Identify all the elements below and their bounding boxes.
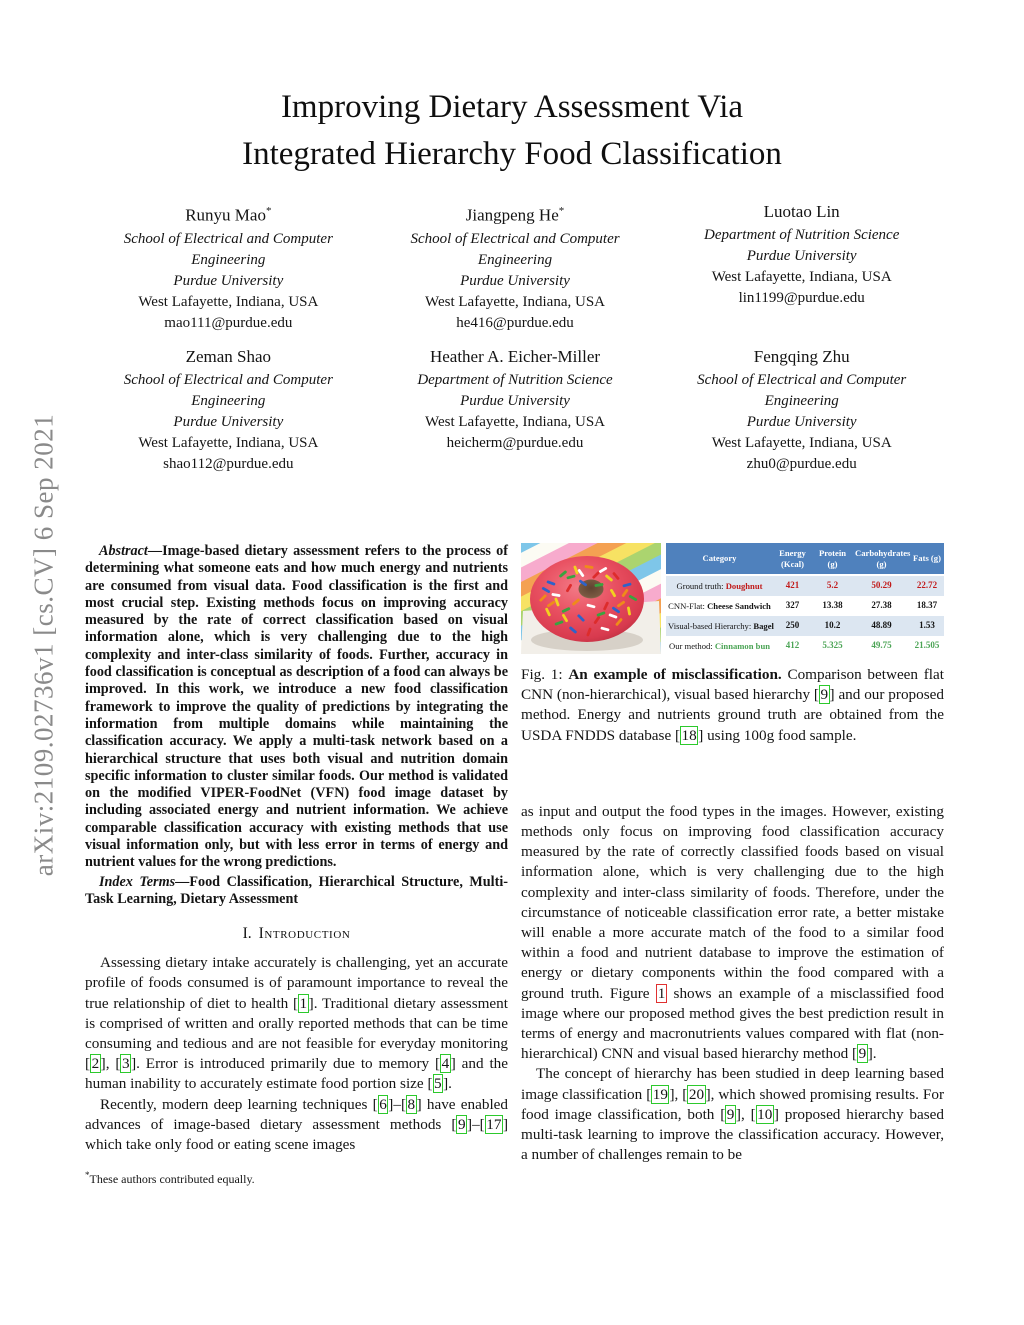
author-affiliation: Purdue University xyxy=(173,272,284,289)
citation-link[interactable]: 6 xyxy=(377,1094,389,1114)
author-block-zeman-shao: Zeman Shao School of Electrical and Comp… xyxy=(85,346,372,475)
citation-link[interactable]: 8 xyxy=(406,1094,417,1114)
citation-link[interactable]: 1 xyxy=(298,993,309,1013)
author-affiliation: Purdue University xyxy=(460,393,570,409)
author-affiliation: Department of Nutrition Science xyxy=(417,372,613,388)
abstract: Abstract—Image-based dietary assessment … xyxy=(85,543,508,872)
left-column: Abstract—Image-based dietary assessment … xyxy=(85,543,508,1187)
author-affiliation: Engineering xyxy=(191,251,266,268)
author-affiliation: School of Electrical and Computer xyxy=(123,230,333,247)
author-affiliation: School of Electrical and Computer xyxy=(697,372,907,388)
author-block-fengqing-zhu: Fengqing Zhu School of Electrical and Co… xyxy=(658,346,945,475)
section-heading-introduction: I. Introduction xyxy=(242,925,351,943)
abstract-text: —Image-based dietary assessment refers t… xyxy=(85,543,508,871)
table-row-cnn-flat: CNN-Flat: Cheese Sandwich 327 13.38 27.3… xyxy=(666,596,944,616)
citation-link[interactable]: 9 xyxy=(456,1114,468,1134)
author-address: West Lafayette, Indiana, USA xyxy=(711,269,892,285)
author-name: Heather A. Eicher-Miller xyxy=(429,347,601,366)
citation-link[interactable]: 18 xyxy=(680,725,699,745)
citation-link[interactable]: 20 xyxy=(687,1084,706,1104)
author-name: Luotao Lin xyxy=(763,202,840,221)
author-affiliation: Purdue University xyxy=(460,272,570,289)
author-block-heather-eicher-miller: Heather A. Eicher-Miller Department of N… xyxy=(372,346,659,475)
body-columns: Abstract—Image-based dietary assessment … xyxy=(85,543,945,1187)
table-row-visual-hierarchy: Visual-based Hierarchy: Bagel 250 10.2 4… xyxy=(666,616,944,636)
paper-title-line1: Improving Dietary Assessment Via xyxy=(280,89,744,125)
citation-link[interactable]: 10 xyxy=(755,1104,774,1124)
author-block-jiangpeng-he: Jiangpeng He* School of Electrical and C… xyxy=(372,201,659,334)
citation-link[interactable]: 9 xyxy=(725,1104,736,1124)
right-column: Category Energy (Kcal) Protein (g) Carbo… xyxy=(521,543,944,1187)
citation-link[interactable]: 4 xyxy=(440,1054,451,1074)
table-header-row: Category Energy (Kcal) Protein (g) Carbo… xyxy=(666,543,944,576)
header-fats: Fats (g) xyxy=(910,543,944,576)
author-name: Jiangpeng He* xyxy=(465,205,565,225)
index-terms: Index Terms—Food Classification, Hierarc… xyxy=(85,874,508,909)
table-row-ground-truth: Ground truth: Doughnut 421 5.2 50.29 22.… xyxy=(666,575,944,596)
abstract-lead: Abstract xyxy=(99,543,148,559)
author-affiliation: School of Electrical and Computer xyxy=(123,372,333,388)
citation-link[interactable]: 19 xyxy=(651,1084,670,1104)
author-address: West Lafayette, Indiana, USA xyxy=(425,293,605,310)
citation-link[interactable]: 5 xyxy=(432,1074,444,1094)
citation-link[interactable]: 9 xyxy=(818,685,830,705)
authors-row-2: Zeman Shao School of Electrical and Comp… xyxy=(85,346,945,475)
nutrition-comparison-table: Category Energy (Kcal) Protein (g) Carbo… xyxy=(666,543,944,656)
table-row-our-method: Our method: Cinnamon bun 412 5.325 49.75… xyxy=(666,636,944,656)
author-email: he416@purdue.edu xyxy=(456,314,574,331)
author-affiliation: Department of Nutrition Science xyxy=(703,227,900,243)
header-energy: Energy (Kcal) xyxy=(773,543,812,576)
intro-paragraph-2: Recently, modern deep learning technique… xyxy=(85,1094,508,1154)
author-affiliation: Engineering xyxy=(191,393,266,409)
author-email: shao112@purdue.edu xyxy=(163,456,294,472)
header-protein: Protein (g) xyxy=(812,543,853,576)
author-address: West Lafayette, Indiana, USA xyxy=(425,414,605,430)
paper-title-line2: Integrated Hierarchy Food Classification xyxy=(242,136,782,172)
citation-link[interactable]: 9 xyxy=(857,1044,868,1064)
paper-title: Improving Dietary Assessment Via Integra… xyxy=(0,84,1024,178)
author-affiliation: Purdue University xyxy=(746,414,857,430)
citation-link[interactable]: 3 xyxy=(120,1054,132,1074)
citation-link[interactable]: 17 xyxy=(484,1114,503,1134)
equal-contribution-footnote: *These authors contributed equally. xyxy=(85,1170,255,1187)
author-affiliation: Purdue University xyxy=(173,414,284,430)
author-email: heicherm@purdue.edu xyxy=(446,435,584,451)
citation-link[interactable]: 2 xyxy=(90,1054,101,1074)
author-name: Runyu Mao* xyxy=(185,205,272,225)
caption-body-gap xyxy=(521,746,944,802)
author-email: mao111@purdue.edu xyxy=(164,314,293,331)
right-paragraph-2: The concept of hierarchy has been studie… xyxy=(521,1065,945,1164)
author-address: West Lafayette, Indiana, USA xyxy=(711,435,892,451)
author-affiliation: Engineering xyxy=(477,251,553,268)
author-affiliation: School of Electrical and Computer xyxy=(410,230,620,247)
doughnut-image xyxy=(521,543,661,654)
figure-reference-link[interactable]: 1 xyxy=(656,983,667,1003)
figure-1: Category Energy (Kcal) Protein (g) Carbo… xyxy=(521,543,944,656)
header-carbohydrates: Carbohydrates (g) xyxy=(853,543,910,576)
author-affiliation: Engineering xyxy=(764,393,839,409)
intro-paragraph-1: Assessing dietary intake accurately is c… xyxy=(85,954,509,1094)
author-email: zhu0@purdue.edu xyxy=(746,456,857,472)
author-name: Zeman Shao xyxy=(185,347,272,366)
author-email: lin1199@purdue.edu xyxy=(738,290,865,306)
figure-1-caption: Fig. 1: An example of misclassification.… xyxy=(521,666,944,745)
authors-row-1: Runyu Mao* School of Electrical and Comp… xyxy=(85,201,945,334)
right-paragraph-1: as input and output the food types in th… xyxy=(521,802,944,1064)
header-category: Category xyxy=(666,543,773,576)
index-terms-lead: Index Terms xyxy=(99,873,176,890)
index-terms-text: —Food Classification, Hierarchical Struc… xyxy=(85,873,508,907)
author-affiliation: Purdue University xyxy=(746,248,857,264)
author-address: West Lafayette, Indiana, USA xyxy=(138,293,319,310)
author-name: Fengqing Zhu xyxy=(753,347,850,366)
author-block-runyu-mao: Runyu Mao* School of Electrical and Comp… xyxy=(85,201,372,334)
author-address: West Lafayette, Indiana, USA xyxy=(138,435,319,451)
arxiv-stamp: arXiv:2109.02736v1 [cs.CV] 6 Sep 2021 xyxy=(28,413,59,877)
author-block-luotao-lin: Luotao Lin Department of Nutrition Scien… xyxy=(658,201,945,334)
